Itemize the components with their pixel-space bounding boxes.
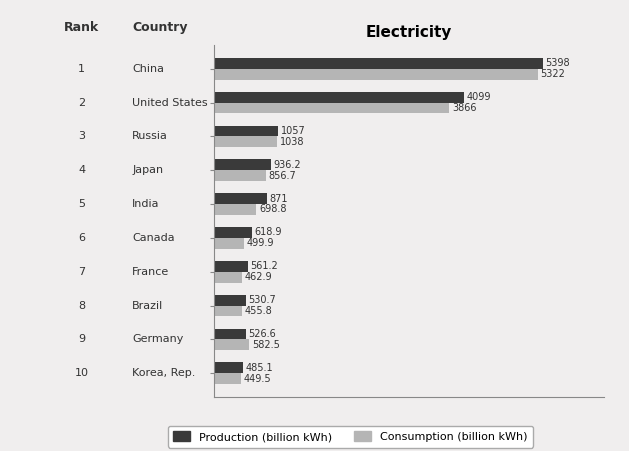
Bar [214,102,450,113]
Text: India: India [132,199,160,209]
Title: Electricity: Electricity [365,25,452,40]
Text: 6: 6 [78,233,86,243]
Bar [214,339,249,350]
Bar [214,193,267,204]
Text: 485.1: 485.1 [246,363,274,373]
Text: Japan: Japan [132,165,163,175]
Text: 4: 4 [78,165,86,175]
Text: 9: 9 [78,334,86,345]
Bar [214,58,543,69]
Text: 871: 871 [269,193,288,204]
Text: France: France [132,267,169,277]
Text: 1038: 1038 [279,137,304,147]
Bar [214,306,242,317]
Text: 10: 10 [75,368,89,378]
Text: 455.8: 455.8 [244,306,272,316]
Text: Germany: Germany [132,334,184,345]
Bar [214,227,252,238]
Text: China: China [132,64,164,74]
Text: 5322: 5322 [540,69,565,79]
Text: 5: 5 [78,199,86,209]
Bar [214,373,242,384]
Text: 499.9: 499.9 [247,238,274,249]
Bar [214,238,244,249]
Text: 561.2: 561.2 [250,261,278,272]
Text: Korea, Rep.: Korea, Rep. [132,368,196,378]
Text: 3: 3 [78,131,86,142]
Text: 526.6: 526.6 [248,329,276,339]
Text: 582.5: 582.5 [252,340,280,350]
Text: 936.2: 936.2 [274,160,301,170]
Bar [214,92,464,102]
Text: 698.8: 698.8 [259,204,286,215]
Text: 2: 2 [78,97,86,108]
Bar [214,170,266,181]
Bar [214,328,246,339]
Bar [214,159,271,170]
Text: Canada: Canada [132,233,175,243]
Text: Russia: Russia [132,131,168,142]
Text: Brazil: Brazil [132,300,164,311]
Text: 5398: 5398 [545,58,570,69]
Bar [214,261,248,272]
Text: 4099: 4099 [466,92,491,102]
Text: Country: Country [132,21,187,33]
Text: 8: 8 [78,300,86,311]
Text: United States: United States [132,97,208,108]
Text: Rank: Rank [64,21,99,33]
Text: 1: 1 [78,64,86,74]
Text: 1057: 1057 [281,126,306,136]
Text: 7: 7 [78,267,86,277]
Text: 462.9: 462.9 [245,272,272,282]
Bar [214,69,538,79]
Text: 449.5: 449.5 [243,373,271,384]
Bar [214,125,278,136]
Bar [214,272,242,282]
Text: 3866: 3866 [452,103,476,113]
Text: 618.9: 618.9 [254,227,282,238]
Text: 530.7: 530.7 [248,295,276,305]
Bar [214,204,257,215]
Bar [214,363,243,373]
Legend: Production (billion kWh), Consumption (billion kWh): Production (billion kWh), Consumption (b… [168,426,533,447]
Text: 856.7: 856.7 [269,170,296,181]
Bar [214,136,277,147]
Bar [214,295,246,306]
